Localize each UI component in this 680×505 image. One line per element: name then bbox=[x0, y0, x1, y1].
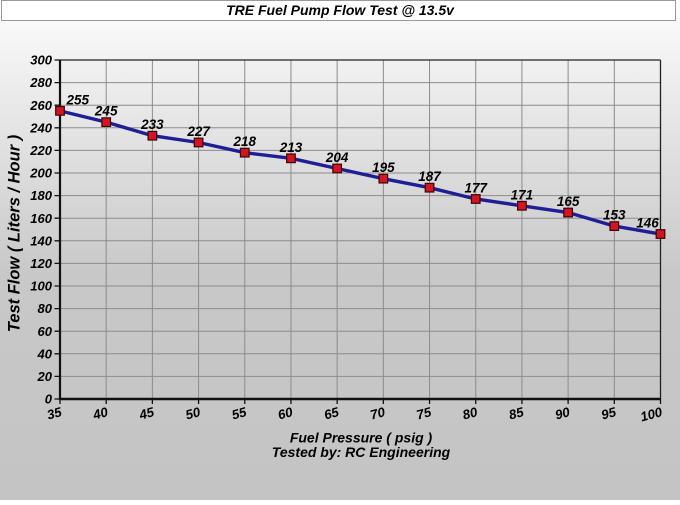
svg-text:213: 213 bbox=[279, 140, 303, 155]
svg-text:75: 75 bbox=[415, 404, 434, 422]
svg-text:187: 187 bbox=[418, 169, 442, 184]
svg-text:0: 0 bbox=[45, 392, 53, 407]
svg-text:85: 85 bbox=[507, 404, 526, 422]
svg-text:227: 227 bbox=[186, 124, 211, 139]
svg-text:Tested by: RC Engineering: Tested by: RC Engineering bbox=[272, 444, 451, 460]
svg-text:100: 100 bbox=[30, 279, 52, 294]
svg-text:218: 218 bbox=[233, 134, 257, 149]
svg-text:200: 200 bbox=[29, 166, 52, 181]
svg-text:80: 80 bbox=[461, 404, 480, 422]
svg-text:180: 180 bbox=[30, 188, 52, 203]
svg-text:177: 177 bbox=[464, 180, 488, 195]
svg-text:146: 146 bbox=[636, 216, 659, 231]
svg-text:140: 140 bbox=[30, 233, 52, 248]
svg-text:260: 260 bbox=[29, 98, 52, 113]
svg-text:55: 55 bbox=[230, 404, 249, 422]
svg-text:80: 80 bbox=[38, 301, 53, 316]
svg-text:50: 50 bbox=[184, 404, 203, 422]
svg-text:220: 220 bbox=[29, 143, 52, 158]
svg-text:20: 20 bbox=[37, 369, 53, 384]
svg-text:195: 195 bbox=[372, 160, 395, 175]
svg-text:35: 35 bbox=[45, 404, 64, 422]
svg-text:255: 255 bbox=[66, 92, 90, 107]
svg-text:Test Flow ( Liters / Hour ): Test Flow ( Liters / Hour ) bbox=[6, 134, 24, 332]
svg-text:300: 300 bbox=[30, 53, 52, 68]
svg-text:280: 280 bbox=[29, 75, 52, 90]
svg-text:45: 45 bbox=[137, 404, 157, 423]
svg-text:171: 171 bbox=[511, 187, 534, 202]
svg-text:240: 240 bbox=[29, 120, 52, 135]
svg-text:Fuel Pressure ( psig ): Fuel Pressure ( psig ) bbox=[290, 430, 433, 446]
svg-text:90: 90 bbox=[553, 404, 572, 422]
svg-text:70: 70 bbox=[369, 404, 388, 422]
svg-text:60: 60 bbox=[276, 404, 295, 422]
svg-text:160: 160 bbox=[30, 211, 52, 226]
svg-text:60: 60 bbox=[38, 324, 53, 339]
svg-text:165: 165 bbox=[557, 194, 580, 209]
svg-text:233: 233 bbox=[140, 117, 164, 132]
svg-text:245: 245 bbox=[94, 104, 118, 119]
svg-text:100: 100 bbox=[639, 404, 665, 424]
svg-text:120: 120 bbox=[30, 256, 52, 271]
svg-text:65: 65 bbox=[322, 404, 341, 422]
svg-text:95: 95 bbox=[600, 404, 619, 422]
svg-text:TRE Fuel Pump Flow Test @ 13.5: TRE Fuel Pump Flow Test @ 13.5v bbox=[226, 2, 455, 18]
svg-text:153: 153 bbox=[603, 208, 626, 223]
svg-text:40: 40 bbox=[90, 404, 110, 423]
svg-text:204: 204 bbox=[325, 150, 349, 165]
svg-text:40: 40 bbox=[37, 346, 53, 361]
